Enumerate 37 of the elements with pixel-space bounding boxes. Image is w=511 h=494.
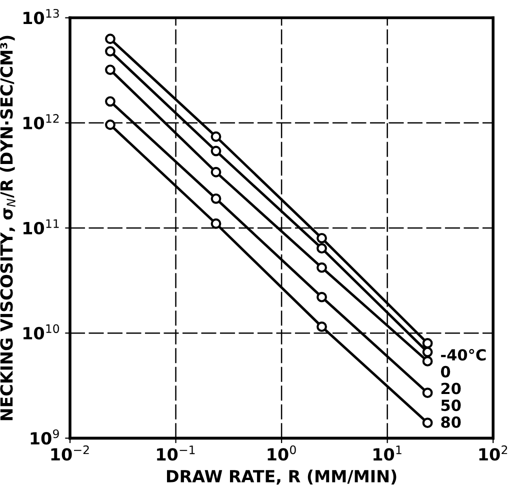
point <box>210 131 222 142</box>
point <box>316 232 327 244</box>
point <box>105 34 116 44</box>
point <box>422 356 433 366</box>
y-axis-title: NECKING VISCOSITY, σ$_{N}$/R (DYN·SEC/CM³) <box>0 36 16 420</box>
x-tick-label: 10$^{−1}$ <box>157 446 195 461</box>
y-tick-label: 10$^{10}$ <box>24 324 60 340</box>
point <box>210 146 222 156</box>
y-tick-label: 10$^{9}$ <box>30 429 59 445</box>
x-axis-title: DRAW RATE, R (MM/MIN) <box>166 470 396 485</box>
y-tick-label: 10$^{13}$ <box>24 8 59 24</box>
point <box>105 46 116 56</box>
point <box>316 262 327 273</box>
point <box>422 418 433 428</box>
series-label: 50 <box>441 400 461 412</box>
point <box>210 193 222 204</box>
series-label: -40°C <box>441 348 486 361</box>
x-tick-label: 10$^{1}$ <box>374 446 402 461</box>
y-tick-label: 10$^{12}$ <box>24 114 59 130</box>
point <box>210 218 222 229</box>
point <box>316 321 327 332</box>
x-tick-label: 10$^{−2}$ <box>51 445 89 461</box>
x-tick-label: 10$^{2}$ <box>479 445 508 461</box>
point <box>105 120 116 130</box>
y-tick-label: 10$^{11}$ <box>24 219 59 234</box>
point <box>422 338 433 348</box>
point <box>105 96 116 107</box>
point <box>105 64 116 76</box>
point <box>316 243 327 254</box>
point <box>210 166 222 178</box>
point <box>422 388 433 398</box>
x-tick-label: 10$^{0}$ <box>268 445 296 461</box>
point <box>422 346 433 358</box>
series-label: 80 <box>441 416 461 428</box>
series-label: 0 <box>440 366 450 378</box>
point <box>316 292 327 302</box>
series-label: 20 <box>441 382 461 394</box>
